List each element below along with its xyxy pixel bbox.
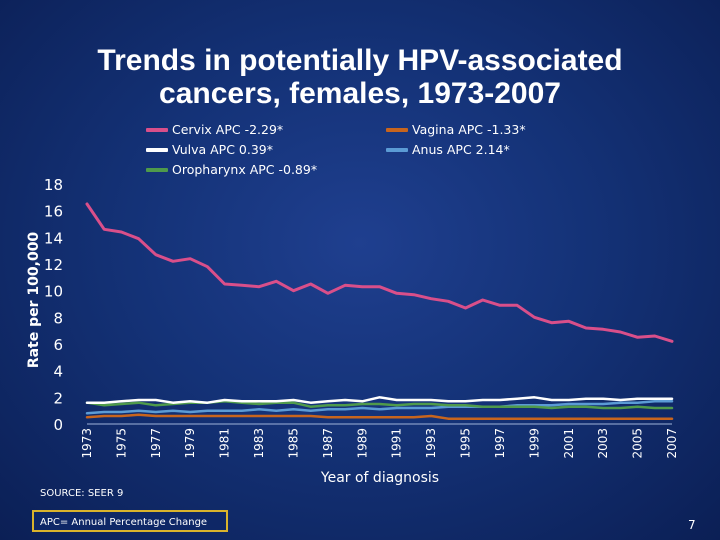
series-line-vulva xyxy=(85,396,674,404)
y-tick-label: 16 xyxy=(44,203,63,221)
x-tick-label: 1983 xyxy=(252,428,266,459)
y-tick-label: 6 xyxy=(53,336,63,354)
x-tick-label: 1989 xyxy=(355,428,369,459)
source-note: SOURCE: SEER 9 xyxy=(40,488,124,499)
legend-swatch-vulva xyxy=(146,147,168,152)
legend-label-vagina: Vagina APC -1.33* xyxy=(412,122,526,137)
x-tick-label: 1991 xyxy=(390,428,404,459)
legend-label-oropharynx: Oropharynx APC -0.89* xyxy=(172,162,318,177)
page-number: 7 xyxy=(688,518,696,532)
slide-title: Trends in potentially HPV-associated can… xyxy=(97,44,623,110)
apc-note-box: APC= Annual Percentage Change xyxy=(32,510,228,532)
y-tick-label: 18 xyxy=(44,176,63,194)
legend-label-vulva: Vulva APC 0.39* xyxy=(172,142,274,157)
x-tick-label: 1993 xyxy=(424,428,438,459)
x-tick-label: 1977 xyxy=(149,428,163,459)
legend-cervix: Cervix APC -2.29* xyxy=(146,122,283,137)
y-tick-label: 4 xyxy=(53,363,63,381)
legend-anus: Anus APC 2.14* xyxy=(386,142,510,157)
legend-vagina: Vagina APC -1.33* xyxy=(386,122,526,137)
y-tick-label: 14 xyxy=(44,229,63,247)
y-axis-title: Rate per 100,000 xyxy=(26,232,42,369)
y-tick-label: 10 xyxy=(44,283,63,301)
x-tick-label: 1997 xyxy=(493,428,507,459)
x-tick-label: 1981 xyxy=(218,428,232,459)
legend-vulva: Vulva APC 0.39* xyxy=(146,142,273,157)
series-line-vagina xyxy=(85,413,674,420)
legend-swatch-oropharynx xyxy=(146,167,168,172)
legend-label-cervix: Cervix APC -2.29* xyxy=(172,122,284,137)
series-line-anus xyxy=(85,400,674,415)
x-tick-label: 1975 xyxy=(114,428,128,459)
y-tick-label: 2 xyxy=(53,389,63,407)
x-tick-label: 1985 xyxy=(286,428,300,459)
x-tick-label: 2007 xyxy=(665,428,679,459)
legend-oropharynx: Oropharynx APC -0.89* xyxy=(146,162,317,177)
series-line-oropharynx xyxy=(85,400,674,410)
legend-swatch-cervix xyxy=(146,127,168,132)
series-line-cervix xyxy=(85,202,674,343)
legend-swatch-vagina xyxy=(386,127,408,132)
x-tick-label: 2003 xyxy=(596,428,610,459)
x-tick-label: 2001 xyxy=(562,428,576,459)
x-tick-label: 1973 xyxy=(80,428,94,459)
x-tick-label: 1999 xyxy=(527,428,541,459)
x-tick-label: 1995 xyxy=(459,428,473,459)
x-tick-label: 1987 xyxy=(321,428,335,459)
y-tick-label: 12 xyxy=(44,256,63,274)
y-tick-label: 0 xyxy=(53,416,63,434)
y-tick-label: 8 xyxy=(53,309,63,327)
legend-swatch-anus xyxy=(386,147,408,152)
x-tick-label: 1979 xyxy=(183,428,197,459)
legend-label-anus: Anus APC 2.14* xyxy=(412,142,510,157)
x-tick-label: 2005 xyxy=(631,428,645,459)
x-axis-title: Year of diagnosis xyxy=(320,470,439,486)
